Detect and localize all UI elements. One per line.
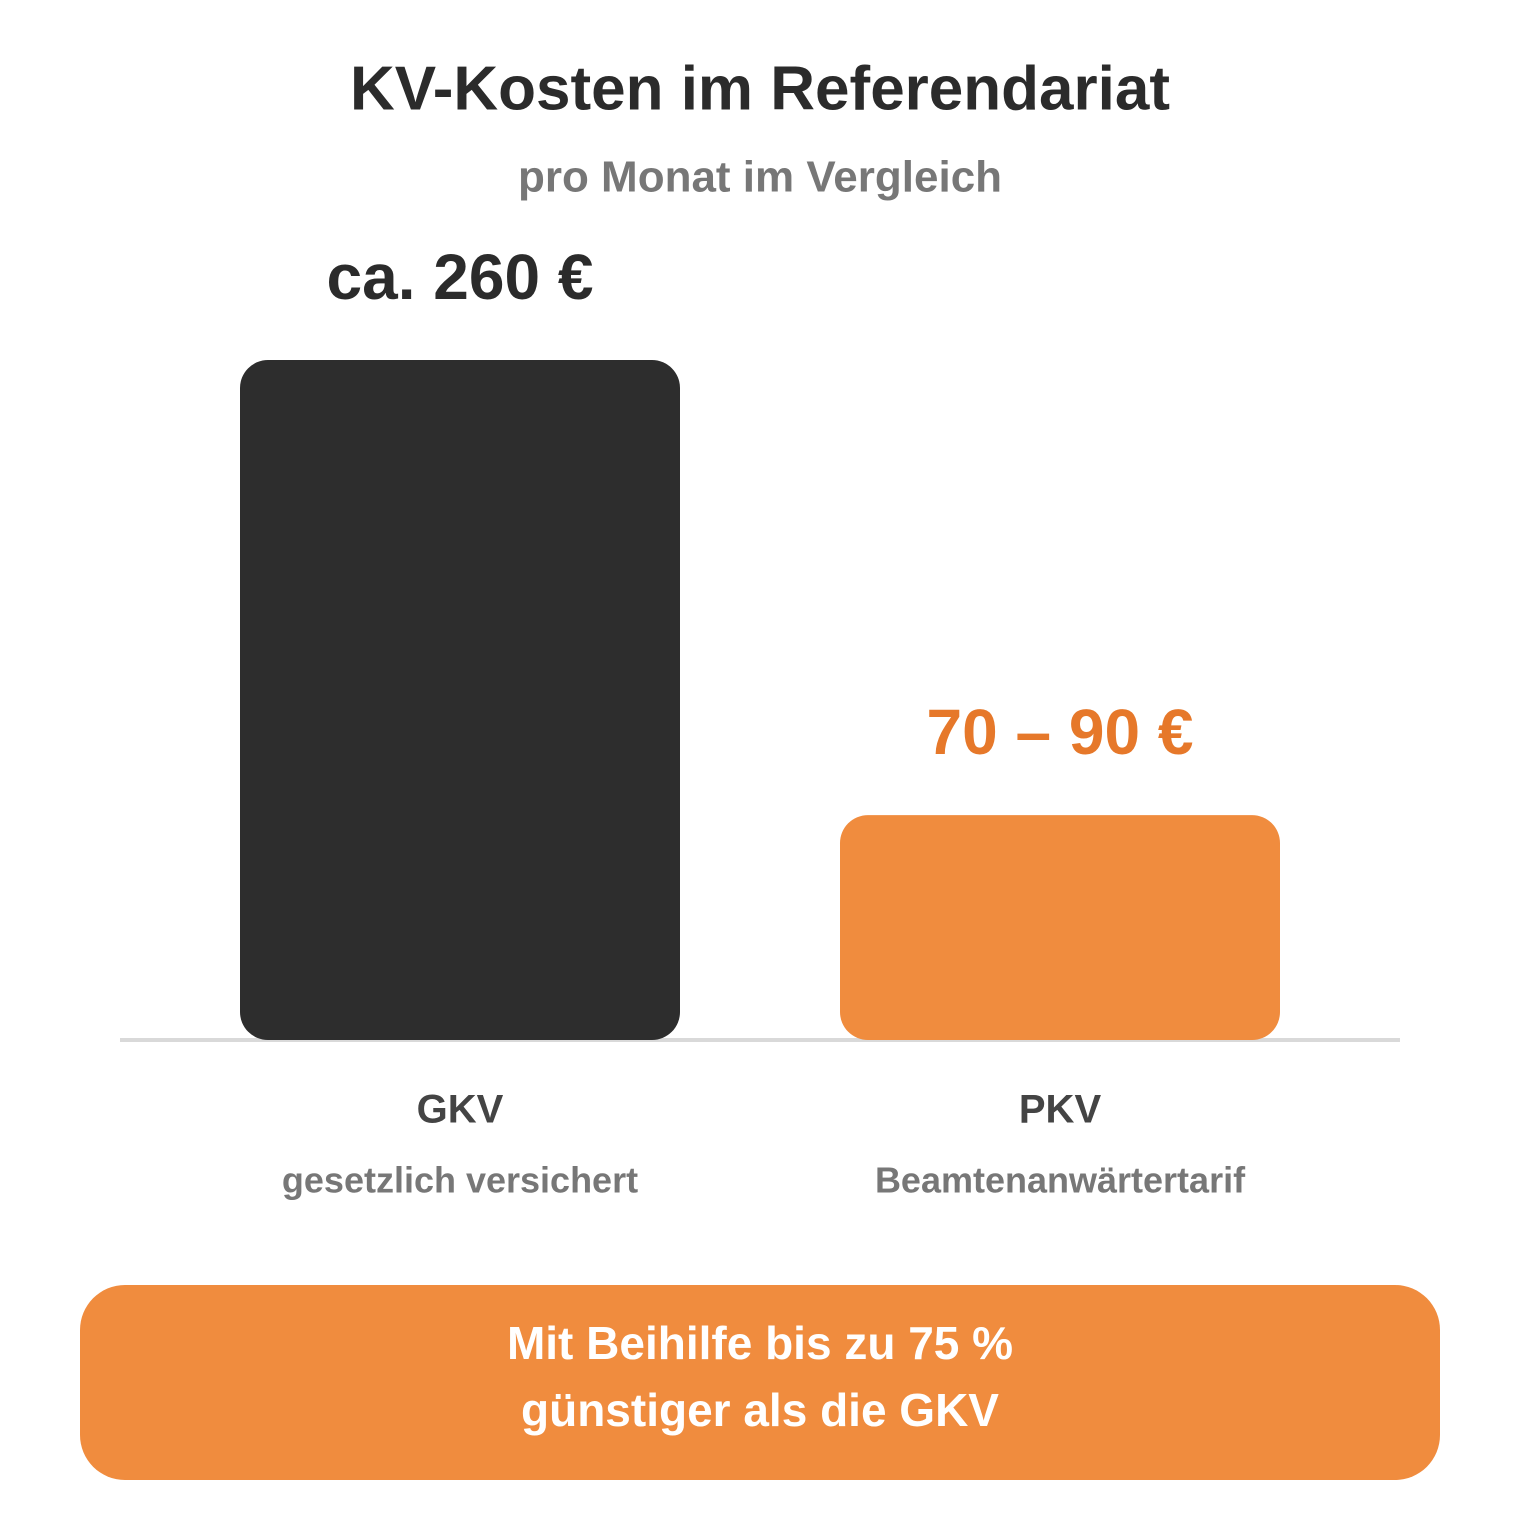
bar xyxy=(240,360,680,1040)
value-label: ca. 260 € xyxy=(327,241,594,313)
category-note: gesetzlich versichert xyxy=(282,1160,638,1201)
category-label: GKV xyxy=(417,1088,504,1132)
chart-subtitle: pro Monat im Vergleich xyxy=(518,153,1002,202)
chart-title: KV-Kosten im Referendariat xyxy=(350,54,1170,123)
callout-text: Mit Beihilfe bis zu 75 % xyxy=(507,1317,1013,1369)
value-label: 70 – 90 € xyxy=(927,696,1194,768)
category-label: PKV xyxy=(1019,1088,1102,1132)
callout-text: günstiger als die GKV xyxy=(521,1384,999,1436)
callout-box xyxy=(80,1285,1440,1480)
bar xyxy=(840,815,1280,1040)
category-note: Beamtenanwärtertarif xyxy=(875,1160,1246,1201)
